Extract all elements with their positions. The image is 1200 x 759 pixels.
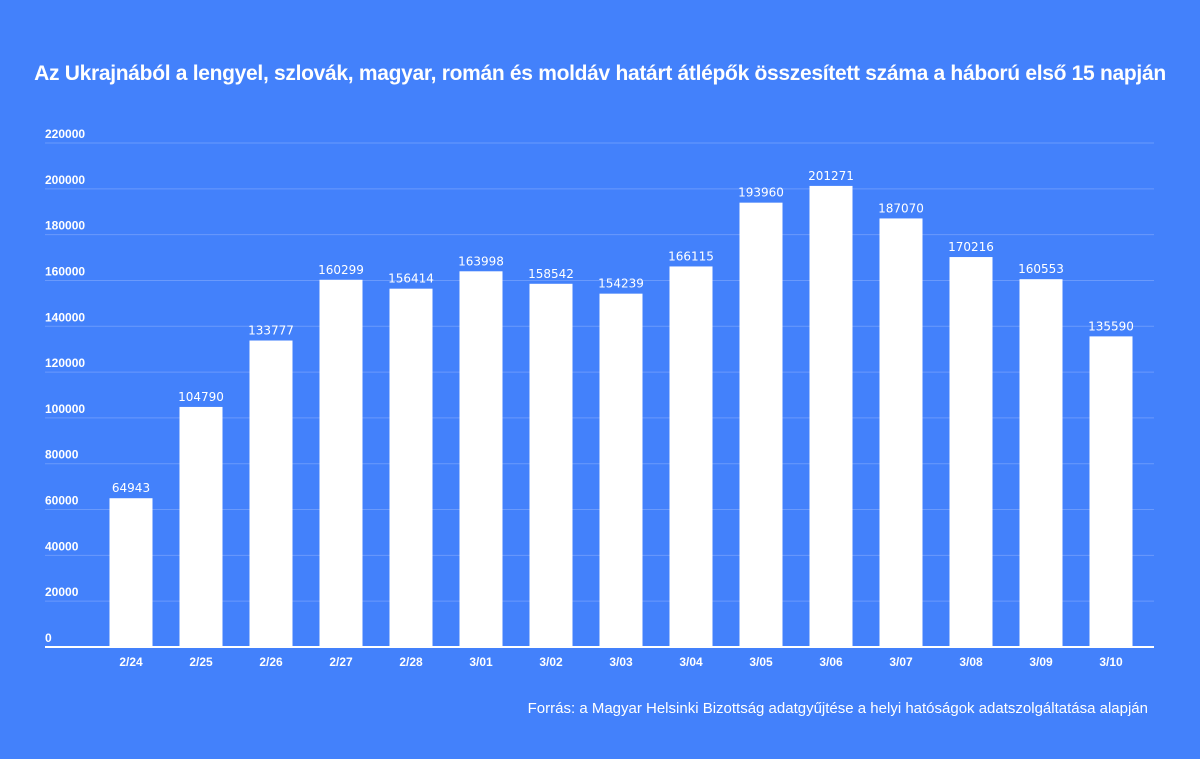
x-tick-label: 3/02 [539,655,563,669]
bar [669,266,713,647]
bar [1019,279,1063,647]
data-label: 64943 [112,481,150,495]
data-label: 187070 [878,201,924,215]
y-tick-label: 80000 [45,448,79,462]
x-tick-label: 2/26 [259,655,283,669]
y-tick-label: 0 [45,631,52,645]
data-label: 170216 [948,240,994,254]
bar [529,283,573,647]
data-label: 104790 [178,390,224,404]
y-tick-label: 100000 [45,402,85,416]
x-axis-labels: 2/24 2/25 2/26 2/27 2/28 3/01 3/02 3/03 3/04 3/05… [119,655,1123,669]
bar [459,271,503,647]
y-tick-label: 180000 [45,219,85,233]
data-label: 158542 [528,267,574,281]
bar [249,340,293,647]
bar [109,498,153,647]
y-tick-label: 160000 [45,264,85,278]
bar [949,257,993,647]
x-tick-label: 3/06 [819,655,843,669]
x-tick-label: 2/24 [119,655,143,669]
y-tick-label: 20000 [45,585,79,599]
data-label: 160299 [318,263,364,277]
data-label: 156414 [388,272,434,286]
data-label: 201271 [808,169,854,183]
data-labels: 64943 104790 133777 160299 156414 163998 15854… [112,169,1134,495]
source-note: Forrás: a Magyar Helsinki Bizottság adat… [527,700,1148,717]
bar [599,293,643,647]
x-tick-label: 3/07 [889,655,913,669]
y-tick-label: 220000 [45,127,85,141]
x-tick-label: 2/25 [189,655,213,669]
bar [319,279,363,647]
bar [809,185,853,647]
bar [179,406,223,647]
x-tick-label: 3/10 [1099,655,1123,669]
data-label: 193960 [738,186,784,200]
x-tick-label: 3/01 [469,655,493,669]
x-tick-label: 3/05 [749,655,773,669]
y-tick-label: 40000 [45,539,79,553]
y-tick-label: 120000 [45,356,85,370]
bar [1089,336,1133,647]
y-axis-labels: 0 20000 40000 60000 80000 100000 120000 140000 1… [45,127,85,645]
data-label: 154239 [598,277,644,291]
y-tick-label: 60000 [45,494,79,508]
x-tick-label: 3/03 [609,655,633,669]
data-label: 163998 [458,254,504,268]
data-label: 133777 [248,324,294,338]
bar [739,202,783,647]
x-tick-label: 3/04 [679,655,703,669]
bar-chart: 0 20000 40000 60000 80000 100000 120000 140000 1… [45,127,1154,669]
data-label: 135590 [1088,319,1134,333]
bar [389,288,433,647]
chart-title: Az Ukrajnából a lengyel, szlovák, magyar… [34,62,1166,85]
y-tick-label: 200000 [45,173,85,187]
data-label: 166115 [668,249,714,263]
y-tick-label: 140000 [45,310,85,324]
x-tick-label: 3/08 [959,655,983,669]
x-tick-label: 2/28 [399,655,423,669]
data-label: 160553 [1018,262,1064,276]
x-tick-label: 2/27 [329,655,353,669]
bar [879,218,923,647]
x-tick-label: 3/09 [1029,655,1053,669]
bars [109,185,1133,647]
